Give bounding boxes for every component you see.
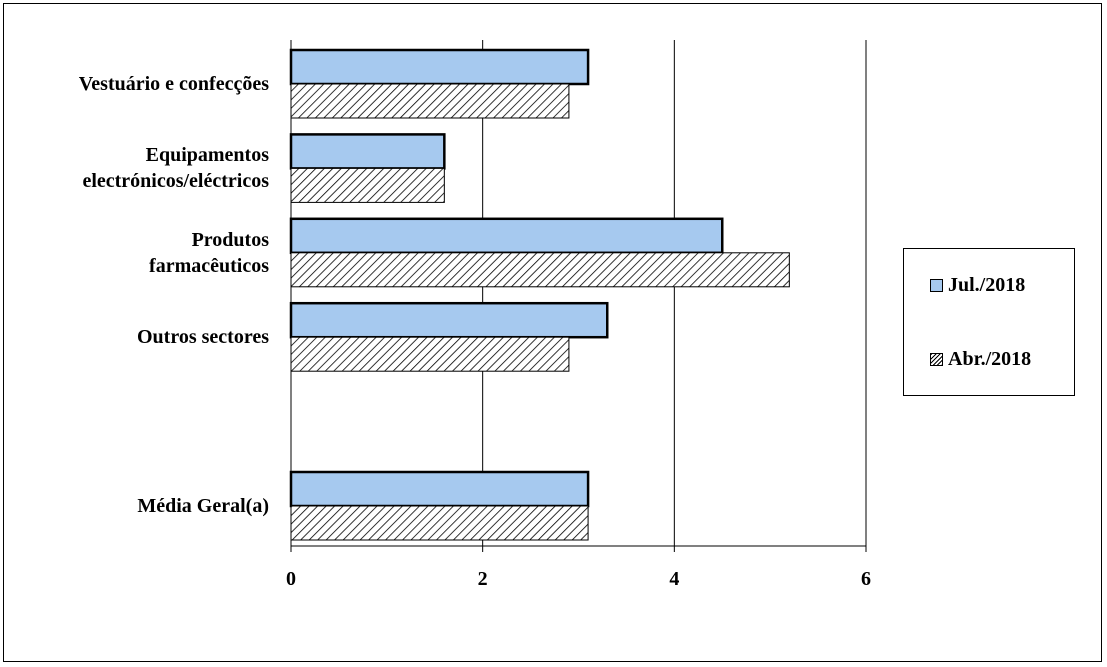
bar-abr <box>290 505 589 541</box>
bar-jul <box>289 470 590 508</box>
x-tick-label: 6 <box>861 568 871 590</box>
category-label: Vestuário e confecções <box>78 73 269 95</box>
category-label: Produtos farmacêuticos <box>149 228 269 277</box>
bar-jul <box>289 133 446 170</box>
bar-jul <box>289 301 609 339</box>
x-tick-label: 2 <box>477 568 488 590</box>
legend-item-jul: Jul./2018 <box>930 273 1025 297</box>
bar-jul <box>289 217 724 255</box>
category-label: Equipamentos electrónicos/eléctricos <box>82 144 269 193</box>
bar-abr <box>290 83 570 119</box>
x-tick-label: 4 <box>669 568 680 590</box>
category-label: Outros sectores <box>136 326 269 349</box>
bar-abr <box>290 167 445 203</box>
legend-swatch-solid <box>930 278 943 292</box>
legend: Jul./2018 Abr./2018 <box>903 248 1075 396</box>
legend-label-abr: Abr./2018 <box>948 347 1032 370</box>
bar-abr <box>290 252 790 288</box>
legend-swatch-hatch <box>930 352 943 366</box>
legend-label-jul: Jul./2018 <box>948 273 1026 296</box>
bar-jul <box>289 48 590 86</box>
legend-item-abr: Abr./2018 <box>930 347 1031 371</box>
category-label: Média Geral(a) <box>137 495 269 517</box>
x-tick-label: 0 <box>286 568 296 590</box>
bar-abr <box>290 336 570 372</box>
